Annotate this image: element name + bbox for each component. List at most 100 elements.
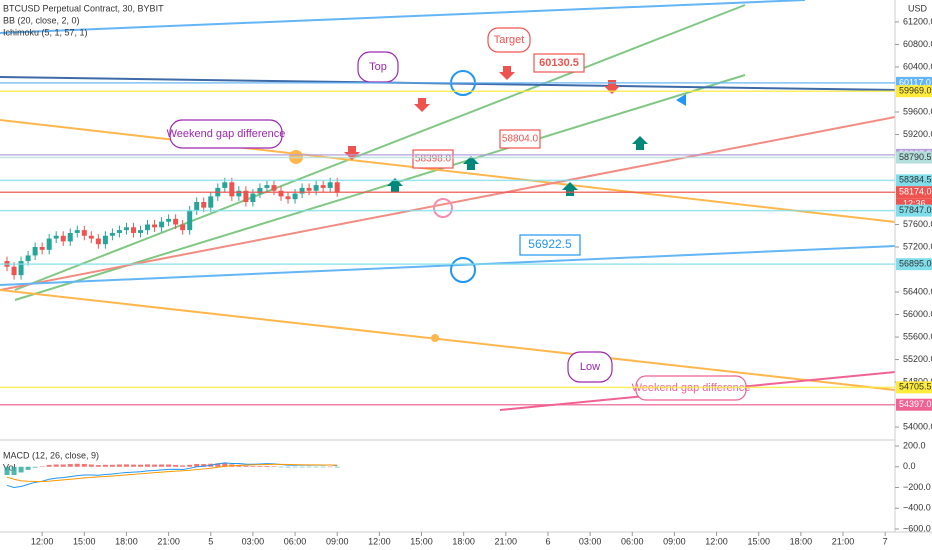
candle-body <box>67 232 73 242</box>
candle-body <box>320 185 326 188</box>
callout <box>169 119 283 149</box>
macd-histogram <box>222 463 228 467</box>
trend-line <box>14 74 746 301</box>
macd-histogram <box>313 466 319 468</box>
y-tick-label: 57200.0 <box>903 241 932 251</box>
price-label-box <box>896 186 932 199</box>
annotation: Low <box>580 361 600 373</box>
macd-histogram <box>173 464 179 467</box>
y-tick-label: 57600.0 <box>903 219 932 229</box>
candle-body <box>109 232 115 236</box>
candle-body <box>102 235 108 245</box>
macd-histogram <box>74 463 80 467</box>
macd-histogram <box>123 464 129 467</box>
trend-line <box>14 4 746 291</box>
macd-histogram <box>292 466 298 468</box>
annotation: 60130.5 <box>539 57 579 69</box>
macd-histogram <box>102 464 108 467</box>
price-label-box <box>896 151 932 164</box>
candle-body <box>236 190 242 197</box>
candle-body <box>327 182 333 188</box>
candle-body <box>208 196 214 208</box>
macd-histogram <box>264 465 270 467</box>
macd-histogram <box>257 466 263 467</box>
x-tick-label: 6 <box>545 536 550 546</box>
macd-histogram <box>81 463 87 467</box>
x-tick-label: 21:00 <box>495 536 518 546</box>
price-label: 56895.0 <box>899 259 932 269</box>
x-tick-label: 06:00 <box>621 536 644 546</box>
candle-body <box>39 247 45 250</box>
macd-histogram <box>334 466 340 468</box>
y-tick-label: 55200.0 <box>903 354 932 364</box>
price-label: 57847.0 <box>899 205 932 215</box>
candle-body <box>173 218 179 225</box>
macd-histogram <box>187 464 193 467</box>
callout <box>533 53 585 73</box>
arrow-up <box>632 136 648 150</box>
annotation: Weekend gap difference <box>167 128 286 140</box>
candle-body <box>11 266 17 276</box>
y-tick-label: 60800.0 <box>903 39 932 49</box>
macd-histogram <box>278 466 284 468</box>
macd-histogram <box>201 464 207 467</box>
candle-body <box>194 201 200 211</box>
macd-histogram <box>159 464 165 467</box>
trend-line <box>0 119 896 223</box>
callout <box>487 27 531 53</box>
candle-body <box>306 187 312 191</box>
macd-histogram <box>25 466 31 470</box>
macd-histogram <box>39 466 45 468</box>
candle-body <box>130 227 136 233</box>
x-tick-label: 18:00 <box>790 536 813 546</box>
macd-histogram <box>271 466 277 467</box>
x-tick-label: 5 <box>208 536 213 546</box>
macd-histogram <box>11 466 17 476</box>
icon <box>431 334 439 342</box>
x-tick-label: 06:00 <box>284 536 307 546</box>
macd-histogram <box>180 465 186 467</box>
candle-body <box>25 255 31 262</box>
macd-histogram <box>194 463 200 467</box>
candle-body <box>60 235 66 242</box>
macd-histogram <box>299 466 305 468</box>
price-label: 60117.0 <box>899 77 931 87</box>
y-tick-label: −400.0 <box>903 503 931 513</box>
y-tick-label: 59600.0 <box>903 106 932 116</box>
y-tick-label: 59200.0 <box>903 129 932 139</box>
symbol-title: BTCUSD Perpetual Contract, 30, BYBIT <box>3 3 164 13</box>
x-tick-label: 12:00 <box>31 536 54 546</box>
y-tick-label: 60400.0 <box>903 61 932 71</box>
axis-unit: USD <box>908 3 928 13</box>
x-tick-label: 15:00 <box>747 536 770 546</box>
callout <box>499 129 541 149</box>
arrow-up <box>387 178 403 192</box>
callout <box>519 234 581 256</box>
candle-body <box>222 182 228 188</box>
y-tick-label: 55600.0 <box>903 331 932 341</box>
macd-histogram <box>67 464 73 467</box>
price-label: 58174.0 <box>899 187 932 197</box>
y-tick-label: 61200.0 <box>903 16 932 26</box>
callouts <box>169 27 747 401</box>
trend-line <box>0 245 896 286</box>
smiley <box>433 198 453 218</box>
candle-body <box>138 230 144 233</box>
arrow-down <box>414 98 430 112</box>
y-tick-label: 56400.0 <box>903 286 932 296</box>
candle-body <box>264 185 270 188</box>
macd-histogram <box>53 464 59 467</box>
macd-histogram <box>88 464 94 467</box>
macd-histogram <box>32 466 38 468</box>
candle-body <box>187 210 193 231</box>
candle-body <box>74 230 80 233</box>
macd-histogram <box>320 466 326 468</box>
smiley <box>450 257 476 283</box>
macd-histogram <box>145 464 151 467</box>
annotation: 58398.0 <box>415 154 452 165</box>
y-tick-label: 0.0 <box>903 461 916 471</box>
icons <box>289 66 686 342</box>
indicator-label: BB (20, close, 2, 0) <box>3 15 80 25</box>
macd-histogram <box>152 464 158 467</box>
